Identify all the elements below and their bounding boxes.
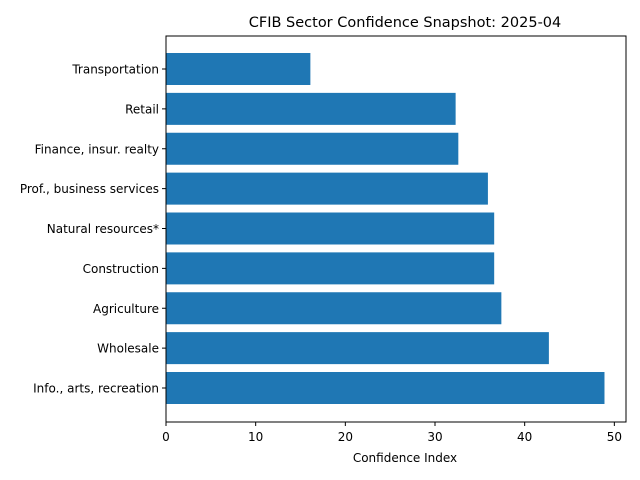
bar [166,172,488,205]
plot-frame [165,35,627,423]
x-tick-label: 10 [248,430,263,444]
x-tick-label: 20 [338,430,353,444]
bar [166,252,495,285]
y-tick-label: Construction [83,262,159,276]
y-tick-label: Prof., business services [20,182,159,196]
bar [166,92,456,125]
x-tick-label: 50 [607,430,622,444]
chart-title: CFIB Sector Confidence Snapshot: 2025-04 [249,15,562,31]
y-tick-label: Info., arts, recreation [33,382,159,396]
y-tick-layer: Info., arts, recreation Wholesale Agricult… [20,63,166,396]
y-tick-label: Retail [125,102,159,116]
y-tick-label: Wholesale [97,342,159,356]
bar [166,53,311,85]
bar [166,332,549,365]
bar [166,372,605,404]
y-tick-label: Natural resources* [47,222,159,236]
y-tick-label: Finance, insur. realty [35,142,159,156]
y-tick-label: Agriculture [93,302,159,316]
x-tick-label: 30 [427,430,442,444]
x-tick-layer: 0 10 20 30 40 50 [162,422,622,444]
y-tick-label: Transportation [71,63,159,77]
x-axis-label: Confidence Index [353,451,457,465]
bar [166,292,502,325]
x-tick-label: 0 [162,430,170,444]
x-tick-label: 40 [517,430,532,444]
bar [166,132,459,165]
bar [166,212,495,245]
bars-layer [166,53,605,404]
